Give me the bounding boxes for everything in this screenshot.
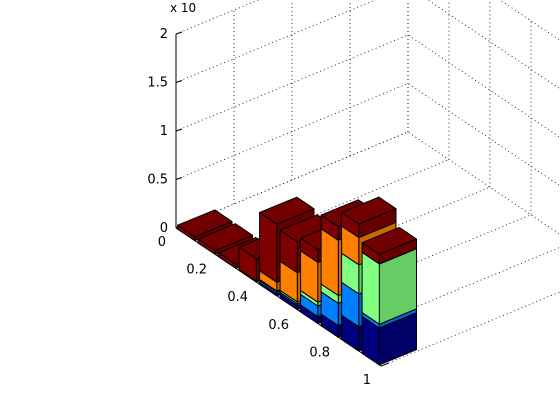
z-gridline bbox=[175, 0, 560, 90]
x-tick bbox=[380, 362, 390, 367]
bar-segment-front bbox=[361, 251, 380, 325]
z-tick bbox=[175, 128, 183, 132]
z-tick bbox=[175, 80, 183, 83]
bars bbox=[177, 196, 417, 366]
x-tick-label: 0.6 bbox=[268, 318, 289, 333]
x-tick-label: 0 bbox=[158, 235, 166, 250]
bar-top bbox=[341, 196, 397, 225]
z-tick-label: 0 bbox=[160, 221, 168, 236]
z-tick-label: 2 bbox=[160, 27, 168, 42]
bar-top bbox=[259, 196, 315, 225]
x-tick-label: 0.8 bbox=[309, 345, 330, 360]
x-tick-label: 0.2 bbox=[186, 263, 207, 278]
bar-top bbox=[361, 226, 417, 255]
x-tick-label: 0.4 bbox=[227, 290, 248, 305]
z-tick-label: 1.5 bbox=[147, 76, 168, 91]
z-tick bbox=[175, 177, 183, 180]
bar-segment-front bbox=[259, 212, 278, 283]
z-tick-label: 1 bbox=[160, 124, 168, 139]
z-axis-exponent-label: x 10 bbox=[170, 1, 196, 15]
tick-labels: 0 0.5 1 1.5 2 0 0.2 0.4 0.6 0.8 1 bbox=[147, 27, 371, 388]
z-tick bbox=[175, 31, 183, 35]
z-tick-label: 0.5 bbox=[147, 173, 168, 188]
bar-top bbox=[197, 223, 253, 252]
z-gridline bbox=[175, 83, 560, 187]
bar-top bbox=[177, 209, 233, 238]
x-tick-label: 1 bbox=[363, 373, 371, 388]
